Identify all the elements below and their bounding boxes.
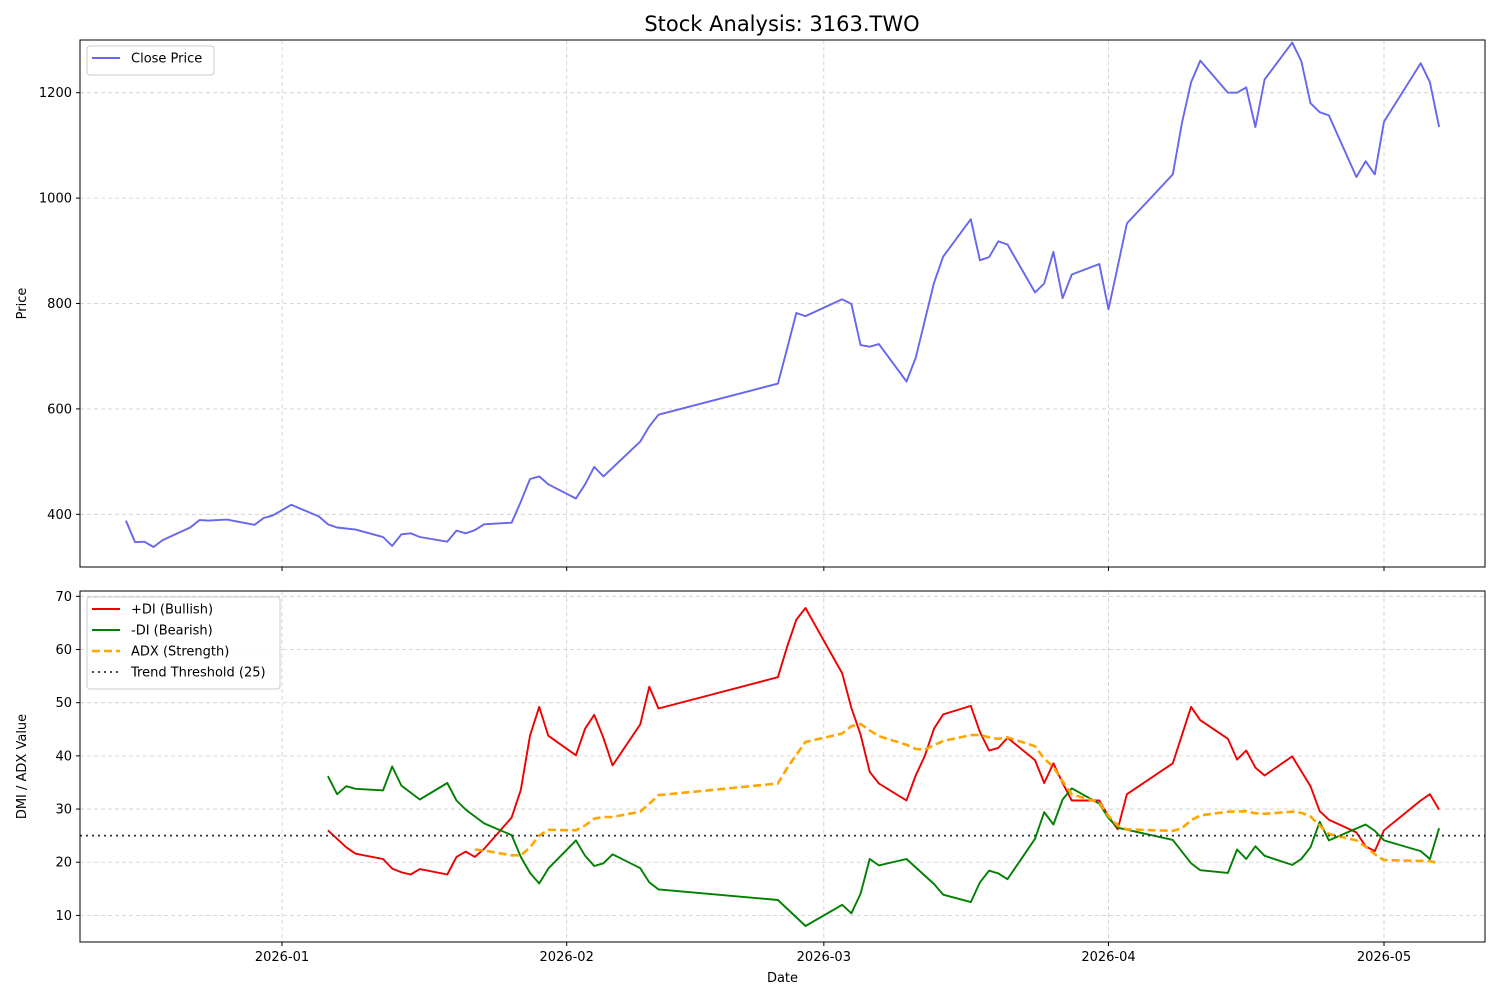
y-tick-label: 40 bbox=[55, 749, 72, 764]
legend-box bbox=[86, 596, 281, 690]
x-tick-label: 2026-04 bbox=[1081, 950, 1135, 965]
legend-label-close-price: Close Price bbox=[131, 52, 202, 67]
dmi-panel: 10 20 30 40 50 60 70 2026-01 2026-02 2026-03 2026-… bbox=[15, 590, 1486, 986]
x-tick-label: 2026-02 bbox=[540, 950, 594, 965]
y-tick-label: 1000 bbox=[39, 192, 72, 207]
y-tick-label: 400 bbox=[47, 508, 72, 523]
y-tick-label: 30 bbox=[55, 803, 72, 818]
y-tick-label: 600 bbox=[47, 402, 72, 417]
series-line-close-price bbox=[125, 41, 1441, 548]
legend-label-di-bullish: +DI (Bullish) bbox=[131, 603, 213, 618]
x-tick-label: 2026-03 bbox=[797, 950, 851, 965]
legend-label-adx-strength: ADX (Strength) bbox=[131, 645, 229, 660]
legend: Close Price bbox=[86, 45, 215, 76]
x-tick-label: 2026-05 bbox=[1357, 950, 1411, 965]
y-tick-label: 60 bbox=[55, 643, 72, 658]
x-axis-label: Date bbox=[767, 971, 798, 986]
y-tick-label: 10 bbox=[55, 909, 72, 924]
y-axis-label: Price bbox=[15, 288, 30, 320]
legend: +DI (Bullish) -DI (Bearish) ADX (Strength)… bbox=[86, 596, 281, 690]
y-tick-label: 50 bbox=[55, 696, 72, 711]
series-line-di-bullish bbox=[327, 607, 1440, 876]
legend-box bbox=[86, 45, 215, 76]
y-tick-label: 70 bbox=[55, 590, 72, 605]
price-panel: 400 600 800 1000 1200 Price Close Price bbox=[15, 39, 1486, 571]
series-line-di-bearish bbox=[327, 765, 1441, 927]
legend-label-di-bearish: -DI (Bearish) bbox=[131, 624, 213, 639]
legend-label-trend-threshold-25: Trend Threshold (25) bbox=[130, 666, 266, 681]
chart-title: Stock Analysis: 3163.TWO bbox=[644, 12, 919, 36]
x-tick-label: 2026-01 bbox=[255, 950, 309, 965]
y-tick-label: 800 bbox=[47, 297, 72, 312]
plot-frame bbox=[79, 590, 1486, 943]
y-tick-label: 20 bbox=[55, 856, 72, 871]
series-line-adx-strength bbox=[474, 722, 1440, 865]
y-axis-label: DMI / ADX Value bbox=[15, 714, 30, 819]
y-tick-label: 1200 bbox=[39, 86, 72, 101]
